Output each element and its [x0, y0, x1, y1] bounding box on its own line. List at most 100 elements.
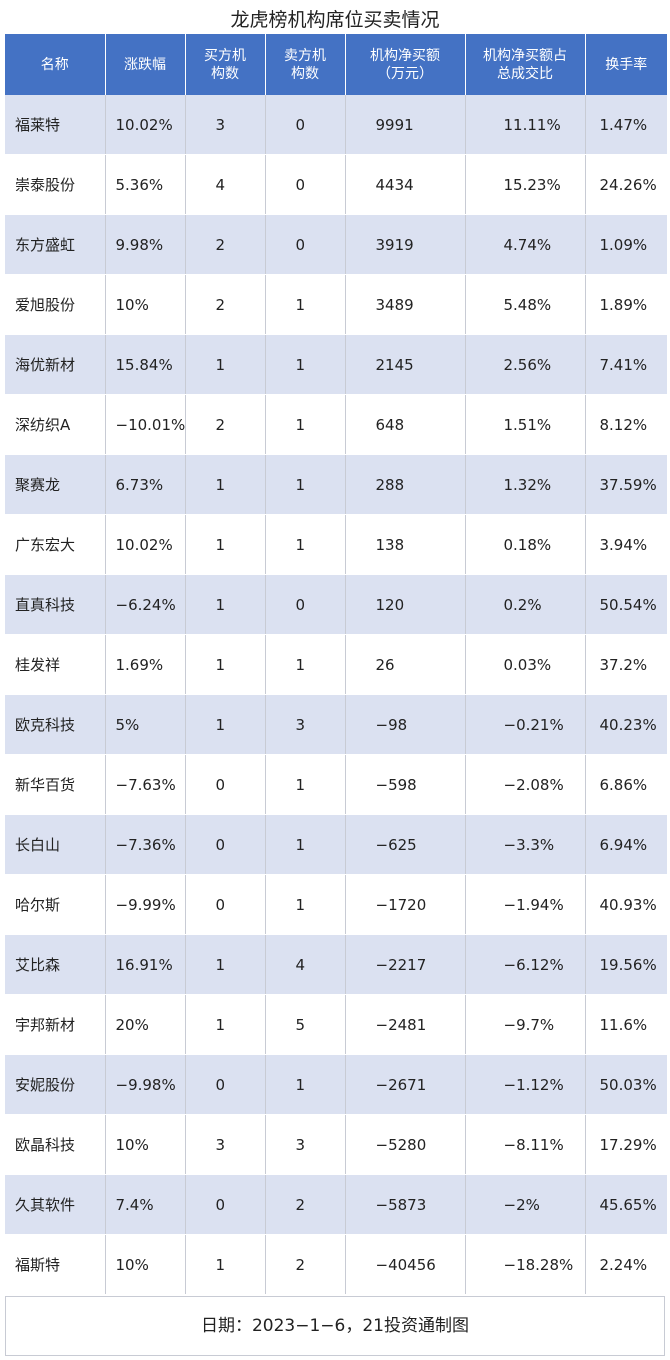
- stock-name-cell: 深纺织A: [5, 394, 106, 455]
- stock-name-cell: 新华百货: [5, 754, 106, 815]
- seller-count-cell: 1: [265, 634, 346, 695]
- buyer-count-cell: 0: [185, 754, 266, 815]
- buyer-count-header: 买方机 构数: [185, 34, 266, 95]
- table-row: 欧晶科技 10% 3 3 −5280 −8.11% 17.29%: [5, 1114, 667, 1175]
- change-pct-cell: 5%: [105, 694, 186, 755]
- change-header: 涨跌幅: [105, 34, 186, 95]
- name-header: 名称: [5, 34, 106, 95]
- stock-name-cell: 福莱特: [5, 95, 106, 155]
- buyer-count-cell: 0: [185, 814, 266, 875]
- net-buy-amount-cell: 288: [345, 454, 466, 515]
- net-buy-amount-cell: −2217: [345, 934, 466, 995]
- net-buy-amount-cell: 138: [345, 514, 466, 575]
- seller-count-cell: 1: [265, 814, 346, 875]
- net-buy-amount-cell: −40456: [345, 1234, 466, 1295]
- net-buy-amount-cell: 2145: [345, 334, 466, 395]
- seller-count-cell: 1: [265, 394, 346, 455]
- stock-name-cell: 崇泰股份: [5, 154, 106, 215]
- seller-count-cell: 1: [265, 514, 346, 575]
- seller-count-cell: 3: [265, 694, 346, 755]
- buyer-count-cell: 1: [185, 1234, 266, 1295]
- buyer-count-cell: 2: [185, 274, 266, 335]
- turnover-rate-cell: 1.47%: [585, 95, 667, 155]
- buyer-count-cell: 4: [185, 154, 266, 215]
- change-pct-cell: −10.01%: [105, 394, 186, 455]
- seller-count-cell: 1: [265, 274, 346, 335]
- change-pct-cell: 16.91%: [105, 934, 186, 995]
- buyer-count-cell: 0: [185, 1054, 266, 1115]
- stock-name-cell: 宇邦新材: [5, 994, 106, 1055]
- net-buy-ratio-cell: 5.48%: [465, 274, 586, 335]
- buyer-count-cell: 1: [185, 514, 266, 575]
- net-buy-ratio-cell: −3.3%: [465, 814, 586, 875]
- net-buy-amount-cell: 120: [345, 574, 466, 635]
- net-buy-amount-cell: −2481: [345, 994, 466, 1055]
- stock-name-cell: 哈尔斯: [5, 874, 106, 935]
- turnover-rate-cell: 37.59%: [585, 454, 667, 515]
- seller-count-cell: 1: [265, 754, 346, 815]
- buyer-count-cell: 1: [185, 694, 266, 755]
- net-buy-ratio-cell: −2%: [465, 1174, 586, 1235]
- seller-count-cell: 0: [265, 95, 346, 155]
- seller-count-cell: 0: [265, 574, 346, 635]
- net-buy-amount-cell: 4434: [345, 154, 466, 215]
- table-row: 崇泰股份 5.36% 4 0 4434 15.23% 24.26%: [5, 154, 667, 215]
- buyer-count-cell: 0: [185, 874, 266, 935]
- net-buy-amount-cell: −625: [345, 814, 466, 875]
- net-buy-ratio-cell: −0.21%: [465, 694, 586, 755]
- net-buy-ratio-cell: 0.18%: [465, 514, 586, 575]
- table-row: 广东宏大 10.02% 1 1 138 0.18% 3.94%: [5, 514, 667, 575]
- change-pct-cell: −9.99%: [105, 874, 186, 935]
- buyer-count-cell: 2: [185, 394, 266, 455]
- table-row: 新华百货 −7.63% 0 1 −598 −2.08% 6.86%: [5, 754, 667, 815]
- seller-count-cell: 3: [265, 1114, 346, 1175]
- buyer-count-cell: 1: [185, 994, 266, 1055]
- stock-name-cell: 久其软件: [5, 1174, 106, 1235]
- table-row: 长白山 −7.36% 0 1 −625 −3.3% 6.94%: [5, 814, 667, 875]
- net-buy-ratio-cell: −1.12%: [465, 1054, 586, 1115]
- stock-name-cell: 直真科技: [5, 574, 106, 635]
- table-row: 海优新材 15.84% 1 1 2145 2.56% 7.41%: [5, 334, 667, 395]
- turnover-rate-cell: 50.54%: [585, 574, 667, 635]
- change-pct-cell: −9.98%: [105, 1054, 186, 1115]
- net-buy-ratio-cell: −18.28%: [465, 1234, 586, 1295]
- net-buy-amount-cell: 3919: [345, 214, 466, 275]
- seller-count-cell: 1: [265, 1054, 346, 1115]
- net-buy-amount-cell: −598: [345, 754, 466, 815]
- table-body: 福莱特 10.02% 3 0 9991 11.11% 1.47% 崇泰股份 5.36% 4 0 443…: [5, 95, 667, 1295]
- buyer-count-cell: 3: [185, 1114, 266, 1175]
- turnover-rate-cell: 40.93%: [585, 874, 667, 935]
- net-buy-ratio-cell: −6.12%: [465, 934, 586, 995]
- buyer-count-cell: 1: [185, 454, 266, 515]
- buyer-count-cell: 1: [185, 934, 266, 995]
- turnover-rate-cell: 1.89%: [585, 274, 667, 335]
- buyer-count-cell: 1: [185, 634, 266, 695]
- net-buy-ratio-cell: 15.23%: [465, 154, 586, 215]
- seller-count-cell: 4: [265, 934, 346, 995]
- turnover-rate-cell: 6.94%: [585, 814, 667, 875]
- net-buy-amount-cell: −5280: [345, 1114, 466, 1175]
- buyer-count-cell: 1: [185, 334, 266, 395]
- change-pct-cell: 10%: [105, 274, 186, 335]
- turnover-rate-cell: 24.26%: [585, 154, 667, 215]
- table-row: 爱旭股份 10% 2 1 3489 5.48% 1.89%: [5, 274, 667, 335]
- net-buy-amount-cell: 3489: [345, 274, 466, 335]
- change-pct-cell: 9.98%: [105, 214, 186, 275]
- stock-name-cell: 东方盛虹: [5, 214, 106, 275]
- net-buy-ratio-cell: −1.94%: [465, 874, 586, 935]
- net-buy-amount-cell: −98: [345, 694, 466, 755]
- table-row: 哈尔斯 −9.99% 0 1 −1720 −1.94% 40.93%: [5, 874, 667, 935]
- change-pct-cell: 10%: [105, 1234, 186, 1295]
- net-buy-amount-cell: −5873: [345, 1174, 466, 1235]
- turnover-rate-cell: 6.86%: [585, 754, 667, 815]
- table-row: 福斯特 10% 1 2 −40456 −18.28% 2.24%: [5, 1234, 667, 1295]
- turnover-rate-cell: 8.12%: [585, 394, 667, 455]
- change-pct-cell: 15.84%: [105, 334, 186, 395]
- change-pct-cell: 10%: [105, 1114, 186, 1175]
- turnover-rate-cell: 7.41%: [585, 334, 667, 395]
- turnover-rate-cell: 2.24%: [585, 1234, 667, 1295]
- change-pct-cell: 10.02%: [105, 514, 186, 575]
- net-buy-ratio-cell: 0.2%: [465, 574, 586, 635]
- stock-name-cell: 海优新材: [5, 334, 106, 395]
- turnover-rate-cell: 19.56%: [585, 934, 667, 995]
